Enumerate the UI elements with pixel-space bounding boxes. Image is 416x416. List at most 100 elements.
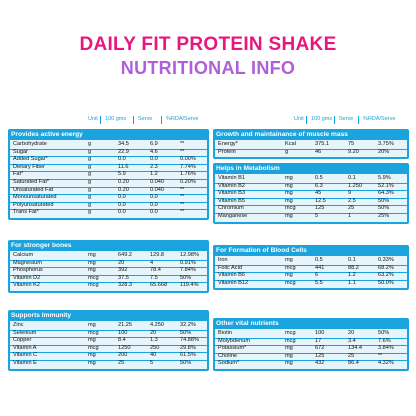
rda-cell: 5.9% <box>378 175 391 181</box>
row-divider <box>10 337 207 339</box>
row-divider <box>10 194 207 196</box>
rda-cell: 32.2% <box>180 322 196 328</box>
nutrient-name: Trans Fat* <box>13 209 39 216</box>
table-row: Vitamin B1 mg 0.5 0.1 5.9% <box>215 175 407 184</box>
unit-cell: g <box>88 186 92 193</box>
per-100g-cell: 441 <box>315 264 325 271</box>
row-divider <box>215 272 407 274</box>
nutrient-name: Monounsaturated <box>13 194 57 201</box>
table-row: Biotin mcg 100 20 50% <box>215 330 407 339</box>
rda-cell: ** <box>180 141 185 147</box>
row-divider <box>10 359 207 361</box>
nutrient-name: Selenium <box>13 329 37 336</box>
table-row: Protein g 46 9.20 20% <box>215 149 407 157</box>
per-100g-cell: 45 <box>315 190 322 197</box>
per-100g-cell: 0.0 <box>118 209 126 216</box>
unit-cell: mg <box>285 257 293 263</box>
serve-cell: 9 <box>348 190 352 197</box>
serve-cell: 0.0 <box>150 201 158 208</box>
rda-cell: 68.2% <box>378 264 394 271</box>
serve-cell: 0.0 <box>150 194 158 201</box>
panel-body: Carbohydrate g 34.5 6.9 ** Sugar g 22.9 4.6 ** Add… <box>10 140 207 218</box>
table-row: Vitamin A mcg 1250 250 29.8% <box>10 344 207 354</box>
row-divider <box>215 212 407 214</box>
row-divider <box>10 274 207 276</box>
rda-cell: 50% <box>378 330 390 336</box>
unit-cell: g <box>88 179 92 185</box>
left-panel-1: For stronger bones Calcium mg 649.2 129.8 12.… <box>8 240 209 293</box>
header-separator <box>306 116 307 124</box>
unit-cell: mg <box>285 360 293 367</box>
row-divider <box>215 182 407 184</box>
table-row: Copper mg 8.4 1.3 74.88% <box>10 337 207 346</box>
serve-cell: 250 <box>150 344 160 351</box>
nutrient-name: Vitamin K2 <box>13 282 40 289</box>
unit-cell: Kcal <box>285 141 296 147</box>
rda-cell: 64.3% <box>378 190 394 197</box>
unit-cell: mg <box>285 213 293 219</box>
nutrient-name: Sodium* <box>218 360 240 367</box>
unit-cell: mg <box>285 352 293 359</box>
table-row: Phosphorus mg 392 78.4 7.84% <box>10 267 207 276</box>
per-100g-cell: 672 <box>315 345 325 352</box>
rda-cell: 119.4% <box>180 282 199 289</box>
serve-cell: 6.9 <box>150 141 158 147</box>
nutrient-name: Potassium* <box>218 345 247 352</box>
rda-cell: 50% <box>180 274 192 281</box>
serve-cell: 4.6 <box>150 148 158 155</box>
panel-body: Iron mg 0.5 0.1 0.33% Folic Acid mcg 441 88.2 68.… <box>215 256 407 289</box>
serve-cell: 88.2 <box>348 264 359 271</box>
nutrient-name: Added Sugar* <box>13 156 48 163</box>
table-row: Folic Acid mcg 441 88.2 68.2% <box>215 264 407 274</box>
table-row: Vitamin B12 mcg 5.5 1.1 50.0% <box>215 280 407 288</box>
nutrient-name: Vitamin B6 <box>218 272 245 279</box>
serve-cell: 5 <box>150 360 154 366</box>
panel-body: Vitamin B1 mg 0.5 0.1 5.9% Vitamin B2 mg 6.3 1.2… <box>215 174 407 222</box>
unit-cell: mg <box>88 252 96 258</box>
page-title: DAILY FIT PROTEIN SHAKE <box>79 34 337 55</box>
per-100g-cell: 0.20 <box>118 186 129 193</box>
per-100g-cell: 8.4 <box>118 337 126 344</box>
row-divider <box>215 197 407 199</box>
serve-cell: 0.0 <box>150 209 158 216</box>
serve-cell: 25 <box>348 205 355 212</box>
left-panel-2: Supports Immunity Zinc mg 21.25 4.250 32.2% Se… <box>8 310 209 371</box>
row-divider <box>10 259 207 261</box>
table-row: Potassium* mg 672 134.4 3.84% <box>215 345 407 354</box>
table-row: Iron mg 0.5 0.1 0.33% <box>215 257 407 266</box>
serve-cell: 1 <box>348 213 352 219</box>
rda-cell: 50% <box>378 197 390 204</box>
table-row: Monounsaturated g 0.0 0.0 ** <box>10 194 207 203</box>
table-header-right: Unit 100 gms Serve %RDA/Serve <box>213 116 413 125</box>
unit-cell: g <box>88 209 92 216</box>
serve-cell: 25 <box>348 352 355 359</box>
row-divider <box>215 205 407 207</box>
per-100g-cell: 5.9 <box>118 171 126 178</box>
rda-cell: 25% <box>378 213 390 219</box>
table-row: Polyunsaturated g 0.0 0.0 ** <box>10 201 207 211</box>
rda-cell: ** <box>180 201 185 208</box>
per-100g-cell: 5.5 <box>315 279 323 286</box>
row-divider <box>10 178 207 180</box>
row-divider <box>215 360 407 362</box>
header-separator <box>358 116 359 124</box>
table-row: Vitamin B5 mg 12.5 2.5 50% <box>215 197 407 207</box>
header-separator <box>133 116 134 124</box>
serve-cell: 4.250 <box>150 322 164 328</box>
right-panel-3: Other vital nutrients Biotin mcg 100 20 50% Mo… <box>213 318 409 371</box>
rda-header: %RDA/Serve <box>363 116 396 122</box>
unit-cell: mg <box>285 190 293 197</box>
per-100g-header: 100 gms <box>311 116 333 122</box>
unit-header: Unit <box>88 116 98 122</box>
panel-body: Calcium mg 649.2 129.8 12.98% Magnesium mg 20 4 0… <box>10 251 207 291</box>
table-row: Unsaturated Fat g 0.20 0.040 ** <box>10 186 207 196</box>
panel-title: For stronger bones <box>11 242 72 249</box>
rda-cell: ** <box>180 148 185 155</box>
row-divider <box>215 345 407 347</box>
serve-cell: 20 <box>150 329 157 336</box>
nutrient-name: Vitamin B2 <box>218 182 245 189</box>
nutrient-name: Choline <box>218 352 237 359</box>
per-100g-cell: 125 <box>315 205 325 212</box>
unit-cell: mg <box>285 197 293 204</box>
table-row: Sodium* mg 432 86.4 4.32% <box>215 360 407 368</box>
